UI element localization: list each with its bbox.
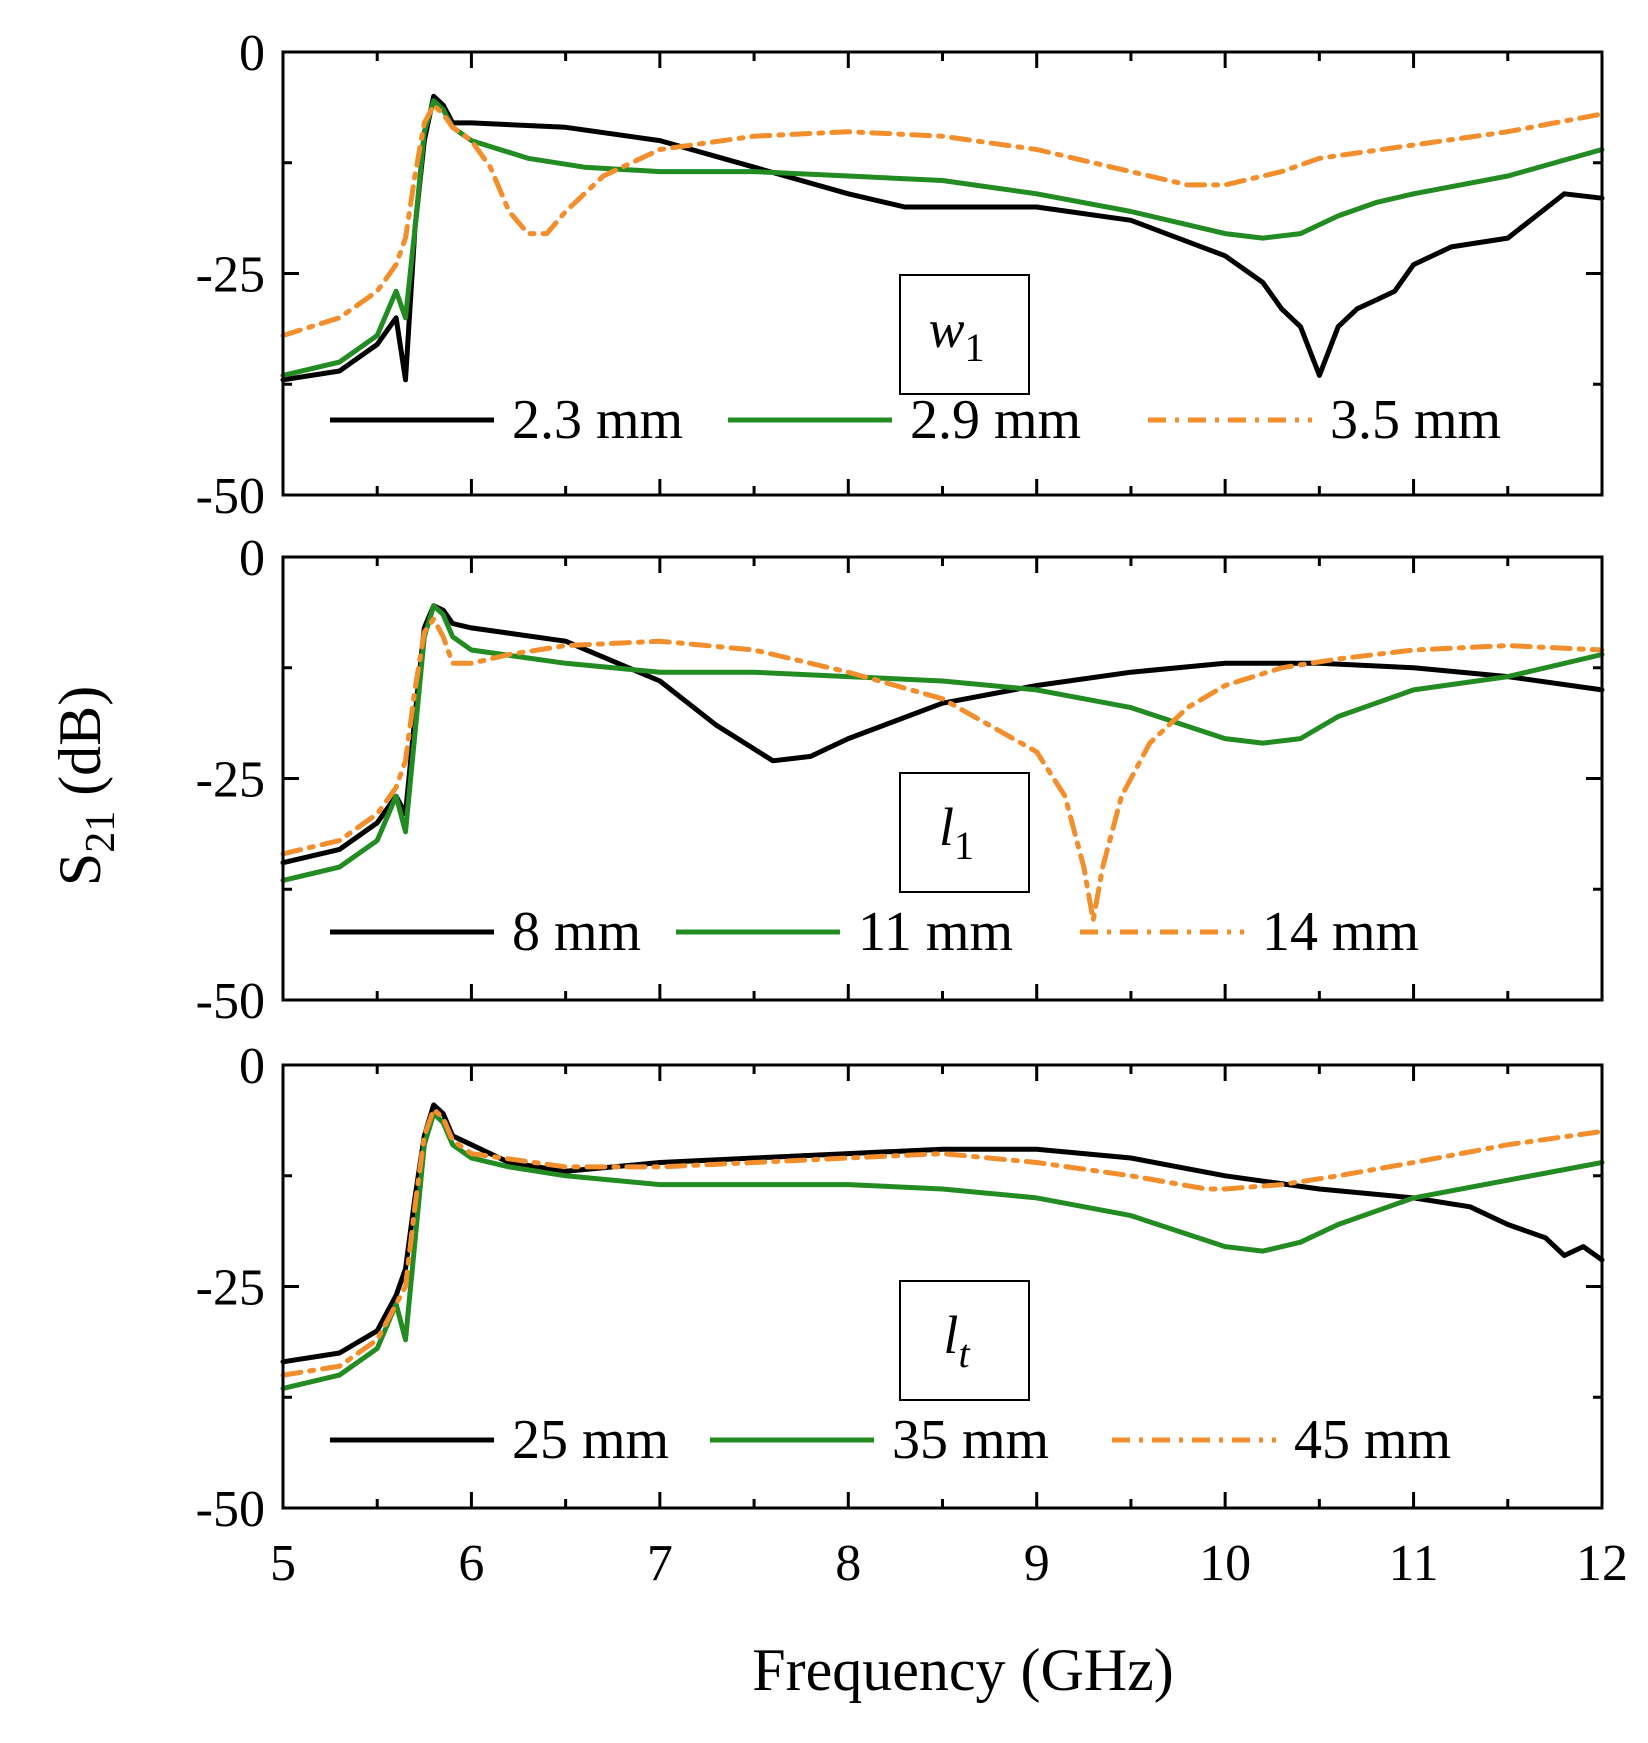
panel-2: 0 -25 -50 l1 8 mm 11 mm 14 mm: [196, 530, 1605, 1030]
x-tick-label: 11: [1389, 1535, 1439, 1592]
x-tick-label: 12: [1576, 1535, 1628, 1592]
y-tick-label: 0: [239, 530, 265, 587]
y-axis-title-subscript: 21: [78, 811, 124, 853]
parameter-symbol: l: [943, 1305, 958, 1365]
series-line-11-mm: [280, 603, 1605, 883]
x-tick-label: 6: [458, 1535, 484, 1592]
y-axis-title-main: S: [47, 853, 113, 886]
legend-label: 35 mm: [892, 1409, 1049, 1471]
legend-label: 45 mm: [1294, 1409, 1451, 1471]
y-tick-label: -25: [196, 247, 265, 304]
legend-label: 2.3 mm: [512, 389, 683, 451]
parameter-box: [899, 274, 1030, 395]
y-tick-label: -50: [196, 1481, 265, 1538]
parameter-box: [899, 1280, 1030, 1401]
legend-label: 11 mm: [858, 901, 1013, 963]
x-tick-label: 10: [1199, 1535, 1251, 1592]
y-tick-label: 0: [239, 25, 265, 82]
y-axis-title-unit: (dB): [47, 686, 113, 796]
legend-label: 2.9 mm: [910, 389, 1081, 451]
series-line-3-5-mm: [280, 102, 1605, 338]
series-line-2-9-mm: [280, 98, 1605, 378]
series-line-45-mm: [280, 1106, 1605, 1378]
parameter-subscript: 1: [965, 325, 985, 370]
legend-label: 14 mm: [1262, 901, 1419, 963]
panel-1: 0 -25 -50 w1 2.3 mm 2.9 mm 3.5 mm: [196, 25, 1605, 525]
parameter-label: w1: [928, 299, 984, 370]
series-line-14-mm: [280, 616, 1605, 923]
x-tick-label: 9: [1024, 1535, 1050, 1592]
y-tick-label: -25: [196, 1260, 265, 1317]
parameter-subscript: 1: [954, 823, 974, 868]
y-axis-title: S21 (dB): [47, 686, 124, 886]
x-tick-label: 8: [835, 1535, 861, 1592]
y-tick-label: -25: [196, 752, 265, 809]
parameter-symbol: l: [939, 797, 954, 857]
parameter-label: lt: [943, 1305, 970, 1376]
parameter-box: [899, 772, 1030, 893]
x-tick-label: 7: [647, 1535, 673, 1592]
parameter-subscript: t: [958, 1331, 970, 1376]
x-tick-label: 5: [270, 1535, 296, 1592]
x-axis-labels: 5 6 7 8 9 10 11 12: [270, 1535, 1628, 1592]
series-line-35-mm: [280, 1111, 1605, 1391]
panel-3: 0 -25 -50 lt 25 mm 35 mm 45 mm: [196, 1038, 1605, 1538]
x-axis-title: Frequency (GHz): [752, 1637, 1174, 1703]
y-tick-label: 0: [239, 1038, 265, 1095]
y-tick-label: -50: [196, 468, 265, 525]
legend-label: 3.5 mm: [1330, 389, 1501, 451]
legend-label: 8 mm: [512, 901, 641, 963]
y-tick-label: -50: [196, 973, 265, 1030]
parameter-symbol: w: [928, 299, 964, 359]
parameter-label: l1: [939, 797, 974, 868]
legend-label: 25 mm: [512, 1409, 669, 1471]
